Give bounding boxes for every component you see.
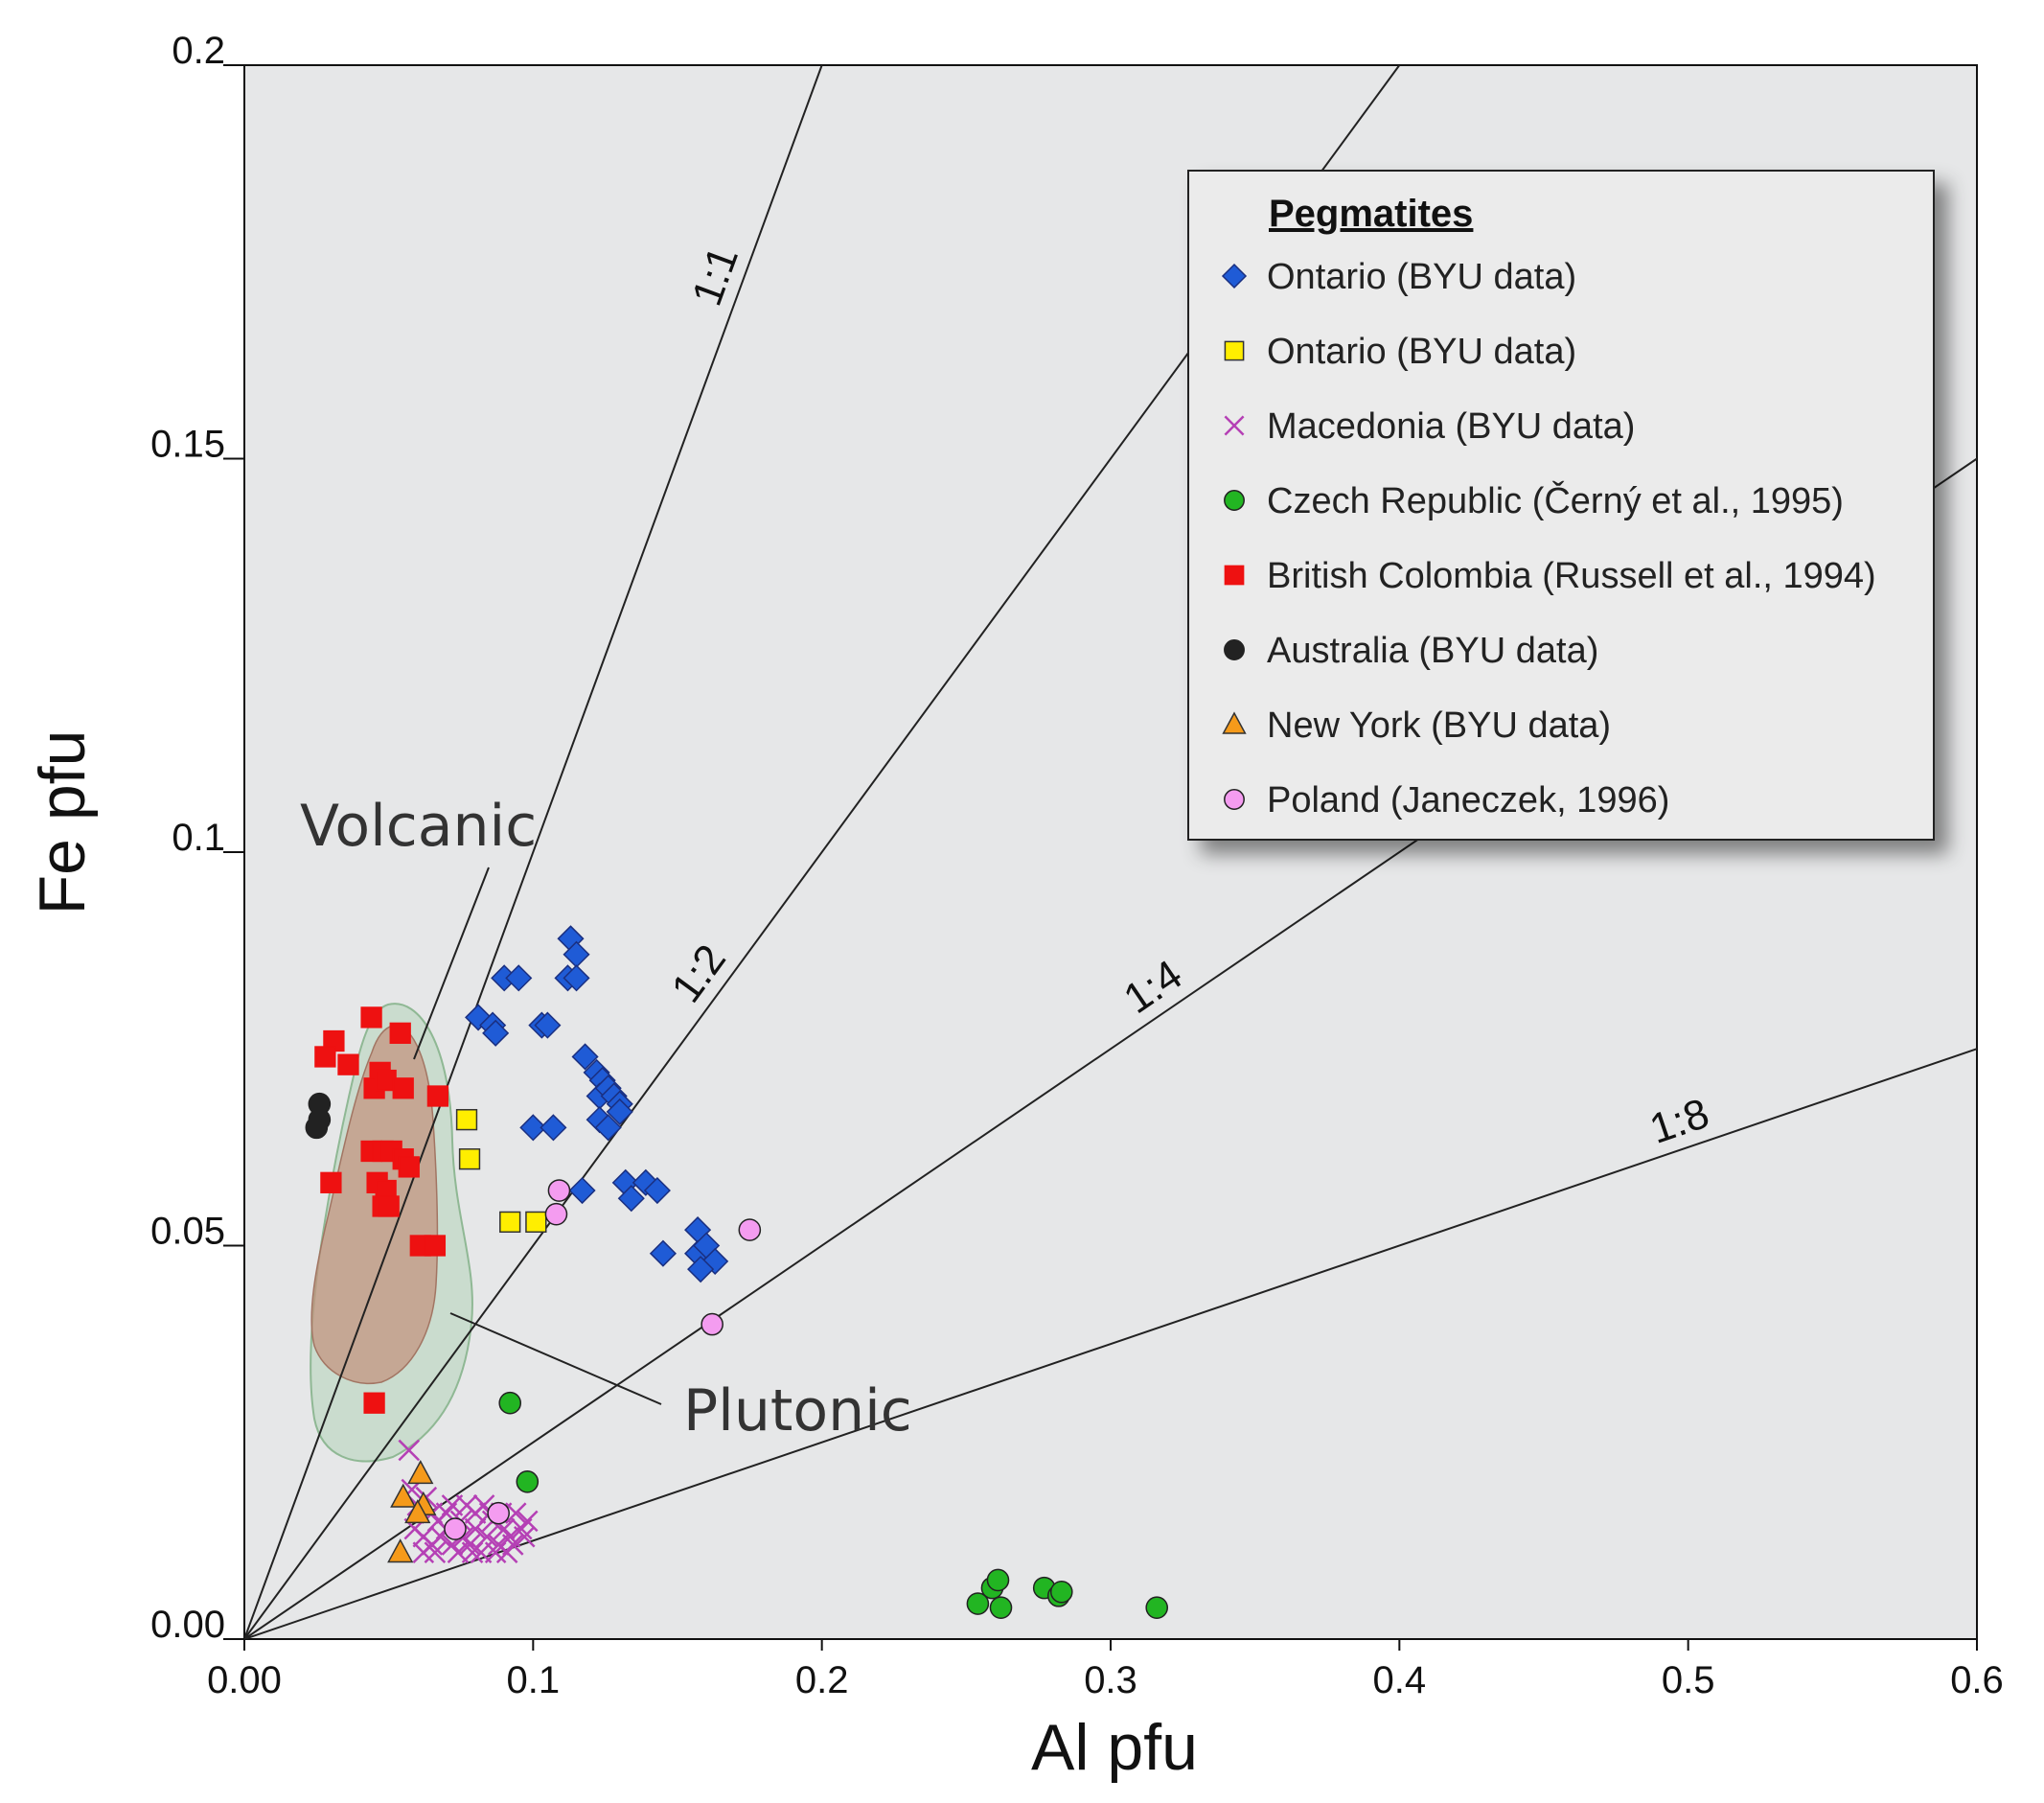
- legend-label: Czech Republic (Černý et al., 1995): [1267, 479, 1844, 521]
- plutonic-label: Plutonic: [683, 1377, 912, 1445]
- x-tick-label: 0.1: [507, 1659, 561, 1701]
- x-tick-label: 0.5: [1662, 1659, 1715, 1701]
- ratio-line-1-1: [244, 65, 823, 1639]
- point-ontario-byu-data-diamond: [519, 1114, 547, 1142]
- point-poland-janeczek-1996-circle: [700, 1312, 723, 1336]
- legend-marker-new-york-byu-data-triangle: [1222, 711, 1247, 734]
- x-tick-label: 0.6: [1950, 1659, 2004, 1701]
- point-czech-republic-ern-et-al-1995-circle: [989, 1596, 1013, 1619]
- point-ontario-byu-data-diamond: [649, 1239, 677, 1267]
- point-macedonia-byu-data-x: [484, 1541, 507, 1563]
- point-ontario-byu-data-diamond: [643, 1176, 671, 1205]
- legend-box: [1187, 170, 1935, 841]
- point-macedonia-byu-data-x: [412, 1541, 435, 1563]
- y-tick-label: 0.2: [172, 30, 225, 72]
- point-poland-janeczek-1996-circle: [487, 1501, 510, 1525]
- point-poland-janeczek-1996-circle: [544, 1202, 568, 1226]
- point-poland-janeczek-1996-circle: [547, 1179, 571, 1202]
- legend-marker-ontario-byu-data-diamond: [1221, 263, 1248, 289]
- point-new-york-byu-data-triangle: [404, 1499, 431, 1524]
- point-ontario-byu-data-diamond: [606, 1098, 633, 1125]
- plutonic-leader-line: [449, 1312, 662, 1405]
- x-tick-label: 0.4: [1373, 1659, 1427, 1701]
- y-tick-label: 0.00: [150, 1604, 225, 1646]
- point-poland-janeczek-1996-circle: [738, 1218, 762, 1241]
- y-tick-label: 0.15: [150, 424, 225, 466]
- legend-marker-australia-byu-data-circle: [1224, 639, 1245, 660]
- point-british-colombia-russell-et-al-1994-square: [378, 1195, 400, 1217]
- point-ontario-byu-data-diamond: [568, 1176, 596, 1205]
- legend-marker-czech-republic-ern-et-al-1995-circle: [1224, 490, 1245, 511]
- point-macedonia-byu-data-x: [398, 1439, 421, 1462]
- point-british-colombia-russell-et-al-1994-square: [389, 1022, 411, 1044]
- point-british-colombia-russell-et-al-1994-square: [398, 1156, 420, 1178]
- point-british-colombia-russell-et-al-1994-square: [337, 1053, 359, 1075]
- point-macedonia-byu-data-x: [495, 1541, 518, 1563]
- point-czech-republic-ern-et-al-1995-circle: [986, 1568, 1010, 1592]
- point-british-colombia-russell-et-al-1994-square: [426, 1085, 449, 1107]
- point-ontario-byu-data-diamond: [594, 1114, 622, 1142]
- point-czech-republic-ern-et-al-1995-circle: [966, 1592, 990, 1615]
- point-new-york-byu-data-triangle: [407, 1460, 434, 1485]
- volcanic-leader-line: [413, 867, 490, 1060]
- legend-label: British Colombia (Russell et al., 1994): [1267, 556, 1876, 596]
- legend-label: Ontario (BYU data): [1267, 332, 1576, 372]
- point-ontario-byu-data-diamond: [687, 1256, 715, 1283]
- point-macedonia-byu-data-x: [455, 1494, 478, 1516]
- point-british-colombia-russell-et-al-1994-square: [314, 1046, 336, 1068]
- point-ontario-byu-data-diamond: [617, 1185, 645, 1213]
- point-british-colombia-russell-et-al-1994-square: [363, 1392, 385, 1414]
- volcanic-label: Volcanic: [300, 793, 537, 860]
- legend-label: Poland (Janeczek, 1996): [1267, 780, 1669, 821]
- point-poland-janeczek-1996-circle: [444, 1517, 467, 1540]
- legend-title: Pegmatites: [1269, 193, 1473, 235]
- legend-label: Macedonia (BYU data): [1267, 406, 1635, 447]
- legend-marker-poland-janeczek-1996-circle: [1224, 789, 1245, 810]
- legend: Pegmatites Ontario (BYU data) Ontario (BY…: [1187, 170, 1935, 841]
- legend-marker-macedonia-byu-data-x: [1224, 415, 1245, 436]
- point-australia-byu-data-circle: [305, 1116, 329, 1140]
- point-ontario-byu-data-diamond: [482, 1019, 510, 1047]
- legend-marker-ontario-byu-data-square: [1224, 340, 1245, 361]
- legend-label: Ontario (BYU data): [1267, 257, 1576, 297]
- point-czech-republic-ern-et-al-1995-circle: [516, 1470, 540, 1493]
- point-british-colombia-russell-et-al-1994-square: [424, 1235, 447, 1257]
- point-ontario-byu-data-square: [458, 1148, 481, 1170]
- y-tick-label: 0.05: [150, 1211, 225, 1253]
- point-ontario-byu-data-diamond: [563, 964, 590, 992]
- legend-label: New York (BYU data): [1267, 705, 1611, 746]
- point-ontario-byu-data-square: [499, 1211, 521, 1234]
- point-ontario-byu-data-square: [525, 1211, 547, 1234]
- point-macedonia-byu-data-x: [458, 1534, 481, 1556]
- point-ontario-byu-data-diamond: [505, 964, 533, 992]
- point-new-york-byu-data-triangle: [387, 1538, 414, 1563]
- x-tick-label: 0.00: [207, 1659, 282, 1701]
- point-czech-republic-ern-et-al-1995-circle: [1145, 1596, 1169, 1619]
- point-ontario-byu-data-diamond: [465, 1004, 493, 1031]
- point-czech-republic-ern-et-al-1995-circle: [1049, 1580, 1073, 1604]
- y-tick-label: 0.1: [172, 817, 225, 859]
- point-ontario-byu-data-diamond: [540, 1114, 567, 1142]
- x-tick-label: 0.3: [1084, 1659, 1137, 1701]
- point-ontario-byu-data-square: [455, 1108, 478, 1131]
- legend-marker-british-colombia-russell-et-al-1994-square: [1224, 565, 1245, 586]
- point-british-colombia-russell-et-al-1994-square: [360, 1006, 382, 1029]
- x-axis-title: Al pfu: [1031, 1711, 1198, 1784]
- ratio-line-1-8: [244, 1048, 1977, 1639]
- point-macedonia-byu-data-x: [461, 1541, 484, 1563]
- point-new-york-byu-data-triangle: [390, 1483, 417, 1508]
- point-ontario-byu-data-diamond: [571, 1043, 599, 1071]
- point-ontario-byu-data-diamond: [534, 1011, 562, 1039]
- point-british-colombia-russell-et-al-1994-square: [392, 1077, 414, 1099]
- point-macedonia-byu-data-x: [424, 1541, 447, 1563]
- legend-label: Australia (BYU data): [1267, 631, 1598, 671]
- x-tick-label: 0.2: [795, 1659, 849, 1701]
- y-axis-title: Fe pfu: [26, 730, 99, 915]
- point-czech-republic-ern-et-al-1995-circle: [498, 1391, 522, 1415]
- point-british-colombia-russell-et-al-1994-square: [320, 1171, 342, 1193]
